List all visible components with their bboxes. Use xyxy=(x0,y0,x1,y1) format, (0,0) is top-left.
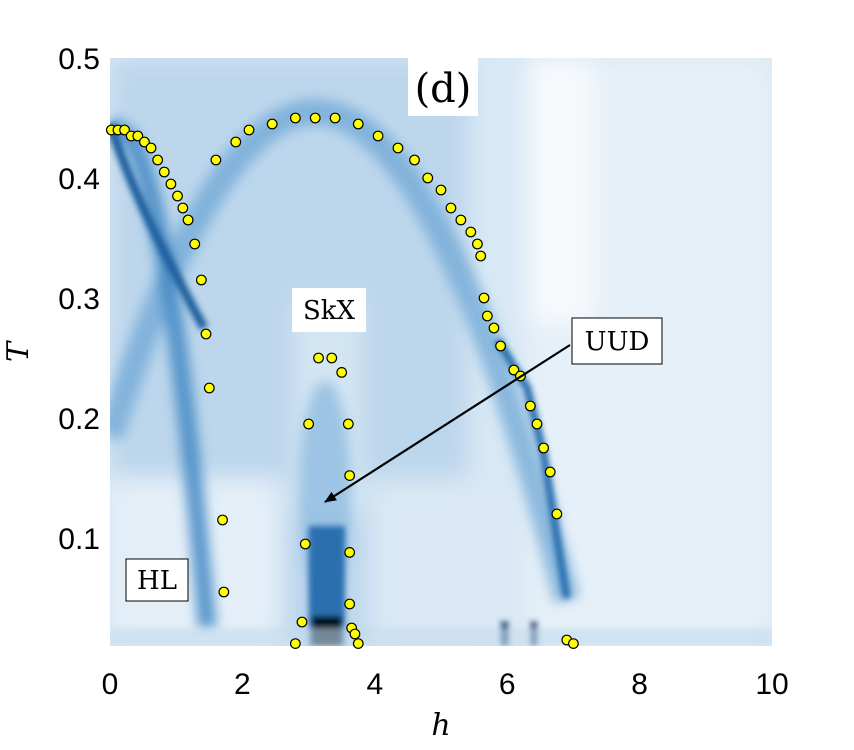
transition-point xyxy=(158,166,170,178)
y-tick-label: 0.5 xyxy=(58,43,100,76)
transition-point xyxy=(372,130,384,142)
skx-label: SkX xyxy=(303,296,356,326)
transition-point xyxy=(551,508,563,520)
transition-point xyxy=(481,310,493,322)
uud-label-box: UUD xyxy=(571,317,663,365)
transition-point xyxy=(172,190,183,202)
transition-points xyxy=(105,112,579,649)
y-tick-label: 0.2 xyxy=(58,403,100,436)
transition-point xyxy=(203,382,215,394)
y-tick-label: 0.4 xyxy=(58,163,100,196)
transition-point xyxy=(119,124,130,136)
x-tick-label: 4 xyxy=(366,668,383,701)
x-tick-label: 8 xyxy=(631,668,648,701)
transition-point xyxy=(455,214,467,226)
transition-point xyxy=(344,547,356,558)
transition-point xyxy=(465,226,477,238)
transition-point xyxy=(177,202,189,214)
transition-point xyxy=(495,340,506,352)
transition-point xyxy=(200,328,212,340)
heatmap-background xyxy=(110,58,772,646)
panel-label-box: (d) xyxy=(408,58,478,116)
transition-point xyxy=(508,364,520,376)
transition-point xyxy=(409,154,420,166)
transition-point xyxy=(445,202,457,214)
x-axis: 0 2 4 6 8 10 xyxy=(102,668,789,701)
transition-point xyxy=(538,442,550,454)
transition-point xyxy=(289,638,301,649)
hl-label: HL xyxy=(137,566,177,596)
transition-point xyxy=(488,322,500,334)
transition-point xyxy=(230,136,242,148)
transition-point xyxy=(544,466,556,478)
skx-label-box: SkX xyxy=(292,288,366,332)
transition-point xyxy=(217,514,228,526)
x-tick-label: 2 xyxy=(234,668,251,701)
transition-point xyxy=(289,112,301,124)
transition-point xyxy=(531,418,543,430)
transition-point xyxy=(336,367,348,378)
transition-point xyxy=(145,142,157,154)
transition-point xyxy=(139,136,150,148)
transition-point xyxy=(132,130,144,142)
y-axis: 0.1 0.2 0.3 0.4 0.5 xyxy=(58,43,100,556)
transition-point xyxy=(152,154,164,166)
x-tick-label: 0 xyxy=(102,668,119,701)
transition-point xyxy=(392,142,404,154)
uud-arrow xyxy=(324,344,571,503)
transition-point xyxy=(475,250,487,262)
transition-point xyxy=(309,112,321,124)
transition-point xyxy=(524,400,536,412)
transition-point xyxy=(344,598,356,610)
transition-point xyxy=(218,586,230,598)
transition-point xyxy=(478,292,490,304)
transition-point xyxy=(296,616,308,628)
transition-point xyxy=(165,178,177,190)
transition-point xyxy=(303,418,315,430)
transition-point xyxy=(568,638,579,649)
transition-point xyxy=(313,352,324,364)
y-tick-label: 0.1 xyxy=(58,523,100,556)
transition-point xyxy=(266,118,278,130)
x-axis-label: h xyxy=(431,708,450,743)
transition-point xyxy=(472,238,483,250)
uud-label: UUD xyxy=(585,327,650,357)
transition-point xyxy=(349,628,361,640)
transition-point xyxy=(352,118,364,130)
hl-label-box: HL xyxy=(125,558,189,602)
x-tick-label: 10 xyxy=(755,668,788,701)
transition-point xyxy=(299,538,311,550)
transition-point xyxy=(195,274,207,286)
transition-point xyxy=(342,418,354,430)
transition-point xyxy=(352,638,364,649)
transition-point xyxy=(435,184,447,196)
transition-point xyxy=(329,112,341,124)
y-tick-label: 0.3 xyxy=(58,283,100,316)
x-tick-label: 6 xyxy=(499,668,516,701)
transition-point xyxy=(210,154,222,166)
transition-point xyxy=(189,238,201,250)
panel-label: (d) xyxy=(415,66,472,112)
transition-point xyxy=(422,172,434,184)
y-axis-label: T xyxy=(1,340,36,362)
transition-point xyxy=(326,352,338,364)
transition-point xyxy=(182,214,194,226)
transition-point xyxy=(344,470,356,482)
transition-point xyxy=(243,124,255,136)
